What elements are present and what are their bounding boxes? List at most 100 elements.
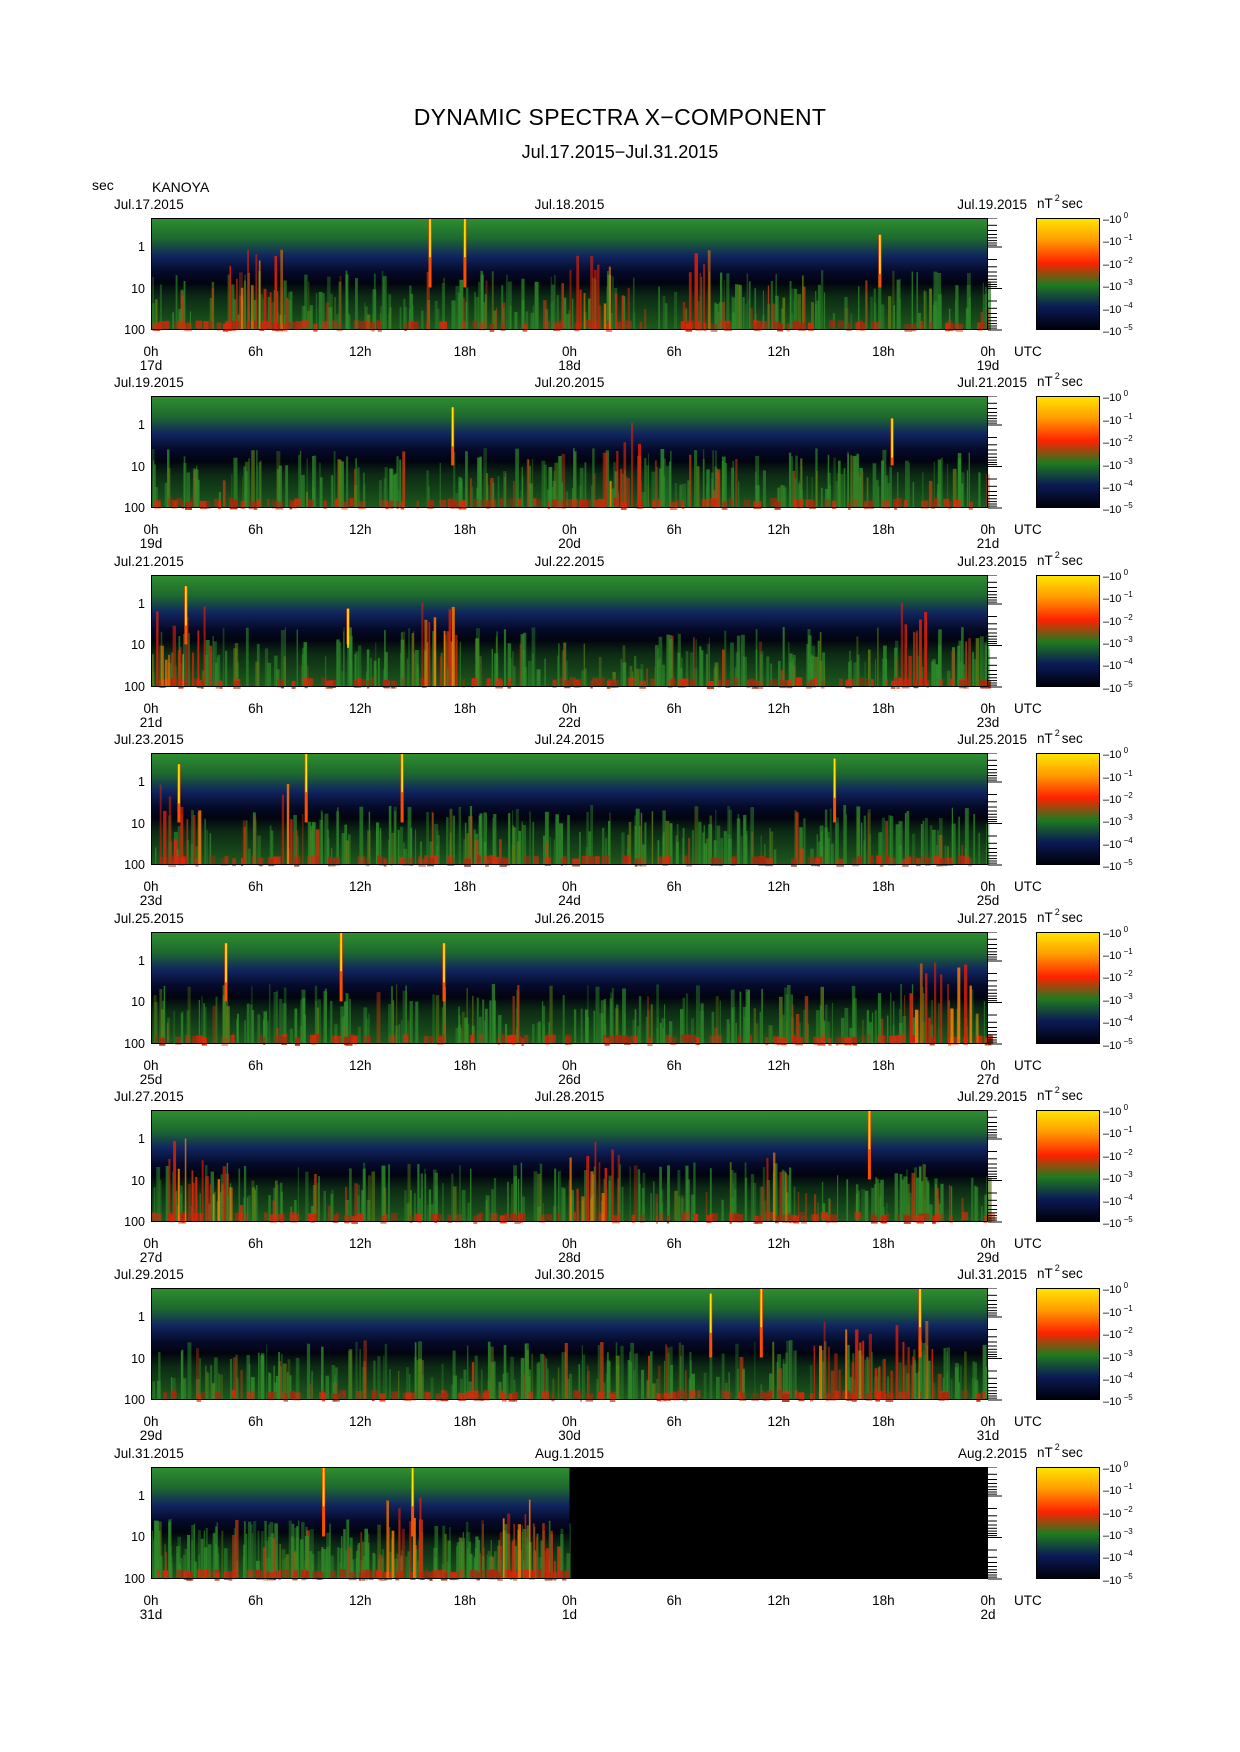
red-burst-streak: [834, 1353, 838, 1401]
red-burst-streak: [258, 260, 261, 330]
colorbar: [1036, 931, 1100, 1044]
impulsive-event-spike: [759, 1288, 763, 1358]
impulsive-event-spike: [709, 1293, 713, 1358]
red-burst-streak: [593, 269, 597, 330]
red-burst-streak: [931, 1349, 934, 1401]
day-label: 21d: [139, 714, 163, 730]
red-burst-streak: [412, 1517, 416, 1579]
red-burst-streak: [598, 1162, 601, 1222]
colorbar-tick-label: –10 −1: [1103, 411, 1133, 427]
x-tick-label: 0h: [980, 1592, 996, 1608]
red-burst-streak: [947, 983, 950, 1044]
colorbar: [1036, 218, 1100, 330]
colorbar-tick-label: –10 −2: [1103, 434, 1133, 450]
red-burst-streak: [428, 621, 431, 687]
red-burst-streak: [159, 784, 162, 866]
red-burst-streak: [925, 972, 928, 1044]
x-unit-label: UTC: [1014, 1414, 1042, 1430]
red-burst-streak: [160, 645, 164, 687]
x-tick-label: 0h: [561, 1592, 578, 1608]
impulsive-event-spike: [890, 418, 894, 466]
x-tick-label: 18h: [453, 1057, 477, 1073]
panel-end-date: Jul.19.2015: [957, 197, 1027, 212]
colorbar-unit-label: nT 2 sec: [1037, 371, 1083, 390]
x-tick-label: 12h: [348, 1592, 372, 1608]
colorbar-tick-label: –10 −1: [1103, 768, 1133, 784]
x-tick-label: 18h: [872, 879, 895, 895]
low-frequency-activity: [155, 805, 990, 868]
red-burst-streak: [177, 1168, 180, 1222]
panel-end-date: Jul.21.2015: [957, 375, 1027, 391]
red-burst-streak: [608, 266, 611, 330]
impulsive-event-spike: [867, 1110, 871, 1180]
y-tick-label: 1: [138, 1132, 145, 1146]
day-label: 27d: [976, 1071, 1000, 1087]
red-burst-streak: [455, 634, 458, 687]
red-burst-streak: [915, 1009, 919, 1044]
colorbar-tick-label: –10 0: [1103, 746, 1129, 762]
day-label: 17d: [139, 358, 163, 373]
red-burst-streak: [274, 255, 277, 330]
colorbar-tick-label: –10 −1: [1103, 1303, 1133, 1319]
panel-start-date: Jul.25.2015: [114, 910, 184, 926]
red-burst-streak: [597, 264, 600, 330]
x-tick-label: 12h: [767, 522, 791, 538]
x-tick-label: 18h: [453, 879, 477, 895]
impulsive-event-spike: [463, 218, 467, 288]
colorbar-tick-label: –10 −1: [1103, 590, 1133, 606]
red-burst-streak: [638, 444, 642, 509]
red-burst-streak: [179, 646, 182, 687]
day-label: 1d: [561, 1606, 578, 1622]
impulsive-event-spike: [442, 942, 446, 1002]
panel-frame: [151, 1466, 988, 1579]
red-burst-streak: [779, 1171, 783, 1222]
red-burst-streak: [402, 1528, 405, 1579]
red-burst-streak: [908, 655, 912, 687]
red-burst-streak: [594, 1141, 597, 1222]
colorbar-tick-label: –10 −4: [1103, 657, 1133, 673]
colorbar-tick-label: –10 −2: [1103, 255, 1133, 271]
red-burst-streak: [851, 1362, 855, 1401]
x-tick-label: 0h: [561, 1236, 578, 1251]
red-burst-streak: [569, 1157, 572, 1222]
impulsive-event-spike: [878, 234, 882, 288]
red-burst-streak: [969, 985, 972, 1044]
colorbar-tick-label: –10 −4: [1103, 1371, 1133, 1386]
x-tick-label: 6h: [666, 1057, 682, 1073]
colorbar-tick-label: –10 0: [1103, 567, 1129, 583]
red-burst-streak: [542, 1522, 545, 1579]
day-label: 21d: [976, 536, 1000, 552]
y-tick-label: 1: [138, 240, 145, 254]
red-burst-streak: [761, 1186, 764, 1222]
x-tick-label: 12h: [767, 1057, 791, 1073]
red-burst-streak: [581, 1196, 585, 1222]
red-burst-streak: [222, 1166, 226, 1222]
red-burst-streak: [443, 630, 446, 687]
day-label: 18d: [558, 358, 581, 373]
day-label: 2d: [980, 1606, 996, 1622]
red-burst-streak: [838, 1370, 841, 1401]
day-label: 24d: [558, 893, 581, 909]
panel-start-date: Jul.27.2015: [114, 1089, 184, 1104]
colorbar-tick-label: –10 −2: [1103, 969, 1133, 985]
red-burst-streak: [182, 653, 184, 687]
colorbar-tick-label: –10 −2: [1103, 612, 1133, 628]
colorbar-unit-label: nT 2 sec: [1037, 906, 1083, 925]
spectrogram-panel: [151, 753, 1002, 868]
colorbar-tick-label: –10 −3: [1103, 456, 1133, 472]
x-unit-label: UTC: [1014, 879, 1042, 895]
panel-start-date: Jul.17.2015: [114, 197, 184, 212]
x-unit-label: UTC: [1014, 1236, 1042, 1251]
day-label: 27d: [139, 1250, 163, 1265]
red-burst-streak: [627, 287, 630, 330]
red-burst-streak: [168, 654, 171, 687]
right-axis-ticks: [988, 396, 1002, 509]
red-burst-streak: [583, 293, 586, 330]
x-tick-label: 0h: [561, 1414, 578, 1430]
spectrogram-panel: [151, 1110, 1002, 1224]
red-burst-streak: [915, 632, 917, 687]
spectrogram-panel: [151, 574, 1002, 689]
red-burst-streak: [195, 1176, 198, 1222]
spectrogram-panel: [151, 931, 1002, 1046]
colorbar-tick-label: –10 −3: [1103, 813, 1133, 829]
